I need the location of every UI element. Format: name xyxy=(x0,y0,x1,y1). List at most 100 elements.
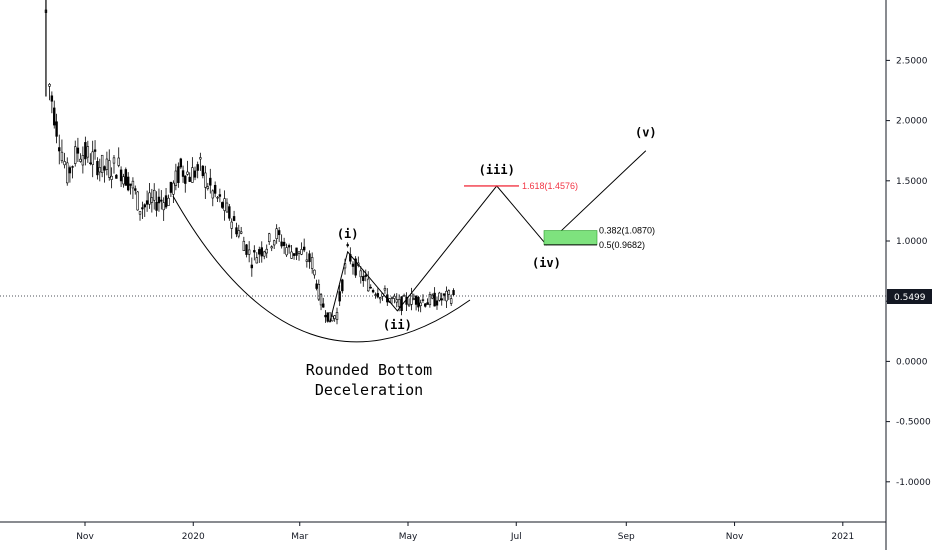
candle-body xyxy=(193,170,197,178)
candle-body xyxy=(383,288,387,291)
annotation-text: Rounded Bottom Deceleration xyxy=(306,361,432,399)
candle-body xyxy=(218,194,222,197)
candle-body xyxy=(275,228,278,239)
annotation-line-2: Deceleration xyxy=(315,381,423,399)
candle-body xyxy=(228,206,231,219)
candle-body xyxy=(160,199,163,202)
candle-body xyxy=(91,151,94,165)
time-axis-tick-label: 2020 xyxy=(182,532,205,542)
current-price-tag: 0.5499 xyxy=(887,289,932,304)
candle-body xyxy=(108,160,111,178)
candle-body xyxy=(164,195,168,208)
candle-body xyxy=(209,177,212,186)
candle-body xyxy=(206,186,210,189)
candle-body xyxy=(74,146,77,164)
candle-body xyxy=(341,279,344,292)
price-axis-tick-label: 1.5000 xyxy=(896,177,928,187)
candle-body xyxy=(335,312,339,320)
candle-body xyxy=(435,300,439,306)
candle-body xyxy=(237,230,241,237)
candle-body xyxy=(58,147,61,152)
candle-body xyxy=(232,216,236,221)
candle-body xyxy=(76,147,80,154)
candle-body xyxy=(317,283,321,300)
annotation-line-1: Rounded Bottom xyxy=(306,361,432,379)
wave-label: (iv) xyxy=(532,256,561,270)
candle-body xyxy=(150,197,154,203)
candle-body xyxy=(390,297,394,299)
candle-body xyxy=(397,299,401,307)
candle-body xyxy=(191,167,194,183)
candle-body xyxy=(117,157,120,166)
candle-body xyxy=(184,175,187,184)
candle-body xyxy=(393,295,396,299)
candle-body xyxy=(100,154,104,173)
current-price-tag-box xyxy=(887,289,932,304)
candle-body xyxy=(153,189,156,201)
candle-body xyxy=(354,258,357,276)
candle-body xyxy=(433,292,436,307)
candle-body xyxy=(115,174,118,179)
candle-body xyxy=(143,204,146,208)
candle-body xyxy=(447,290,451,295)
candle-body xyxy=(376,293,380,298)
candle-body xyxy=(308,253,311,263)
candle-body xyxy=(145,200,149,205)
candle-body xyxy=(292,253,296,256)
candle-body xyxy=(213,184,217,194)
candle-body xyxy=(89,162,92,164)
wave-projection: (i) (ii) (iii) (iv) (v) xyxy=(329,126,657,332)
time-axis-tick-label: Nov xyxy=(726,532,744,542)
wave-label: (ii) xyxy=(383,318,412,332)
time-axis-tick-label: Jul xyxy=(510,532,522,542)
price-axis-tick-label: 2.0000 xyxy=(896,117,928,127)
candle-body xyxy=(315,283,318,289)
candle-body xyxy=(417,297,420,308)
price-axis-tick-label: 1.0000 xyxy=(896,237,928,247)
candle-body xyxy=(138,211,142,215)
candle-body xyxy=(53,107,56,126)
fib-levels: 1.618(1.4576) 0.382(1.0870) 0.5(0.9682) xyxy=(464,181,655,250)
candle-body xyxy=(319,294,323,306)
fib-label-1618: 1.618(1.4576) xyxy=(522,181,578,191)
time-axis-tick-label: Mar xyxy=(291,532,308,542)
candle-body xyxy=(410,293,413,305)
candle-body xyxy=(297,251,301,254)
candle-body xyxy=(216,197,219,199)
candle-body xyxy=(235,227,238,235)
candle-body xyxy=(449,298,453,304)
candle-body xyxy=(134,188,137,191)
candle-body xyxy=(93,149,97,152)
time-axis[interactable]: Nov 2020 Mar May Jul Sep Nov 2021 xyxy=(76,522,854,542)
candle-body xyxy=(48,83,51,87)
candle-body xyxy=(440,298,443,301)
candle-body xyxy=(371,290,375,293)
candle-body xyxy=(201,165,205,177)
candle-body xyxy=(141,207,144,210)
candle-body xyxy=(179,158,183,168)
candle-body xyxy=(148,192,151,205)
candle-body xyxy=(188,176,191,182)
candle-body xyxy=(245,244,248,255)
price-axis[interactable]: 2.50002.00001.50001.00000.50000.0000-0.5… xyxy=(886,56,931,488)
candle-body xyxy=(119,169,123,182)
candle-body xyxy=(402,295,406,297)
candle-body xyxy=(419,302,422,306)
candle-body xyxy=(359,270,362,278)
candle-body xyxy=(378,297,382,300)
rounded-bottom-arc xyxy=(172,195,471,343)
price-axis-tick-label: -0.5000 xyxy=(896,418,931,428)
candle-body xyxy=(96,161,99,176)
fib-label-05: 0.5(0.9682) xyxy=(599,240,645,250)
candle-body xyxy=(177,166,180,183)
candle-body xyxy=(351,263,355,267)
candle-body xyxy=(66,162,69,184)
candle-body xyxy=(68,167,72,174)
candle-body xyxy=(136,191,139,211)
candle-body xyxy=(412,298,416,300)
candle-body xyxy=(122,176,125,185)
candle-body xyxy=(181,170,185,177)
candle-body xyxy=(305,259,309,262)
candle-body xyxy=(230,221,233,229)
